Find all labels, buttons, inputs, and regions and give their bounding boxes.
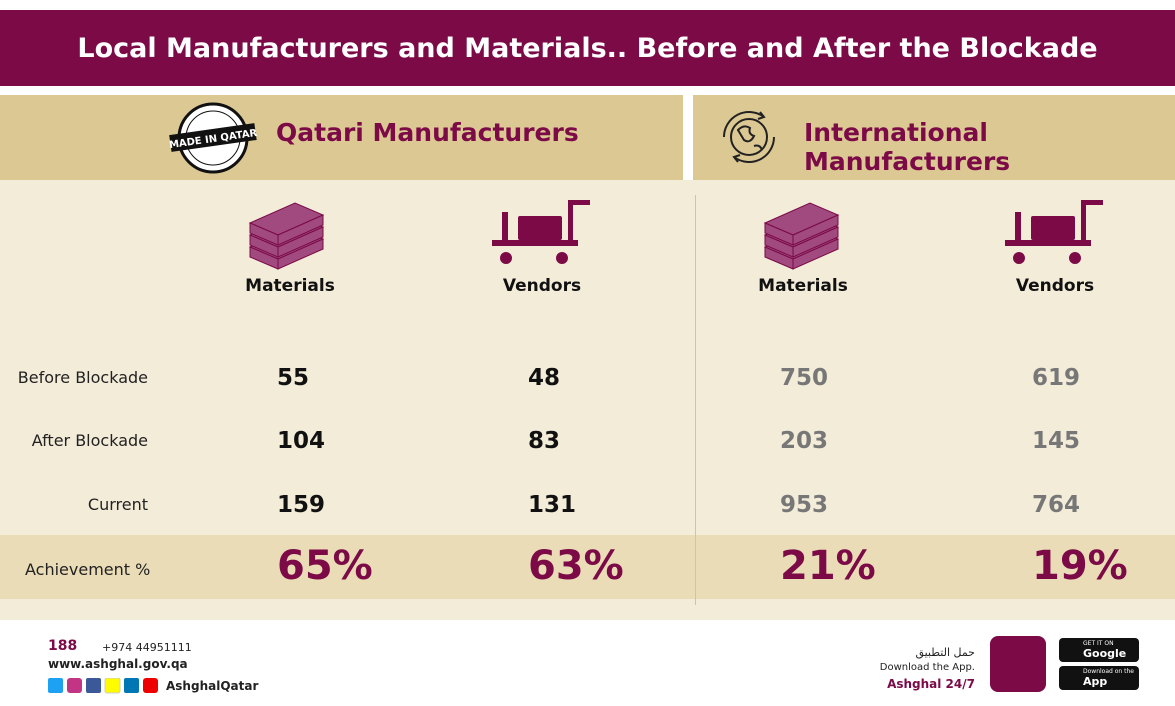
app-store-button[interactable]: Download on the App Store bbox=[1059, 666, 1139, 701]
achievement-row-background bbox=[0, 535, 1175, 599]
row-label: Current bbox=[87, 495, 148, 514]
row-label: Achievement % bbox=[25, 560, 151, 579]
store-caption: GET IT ON bbox=[1083, 640, 1114, 647]
achievement-value: 21% bbox=[780, 543, 876, 589]
title: Local Manufacturers and Materials.. Befo… bbox=[0, 10, 1175, 86]
app-logo bbox=[990, 636, 1046, 692]
website[interactable]: www.ashghal.gov.qa bbox=[48, 657, 188, 671]
table-cell: 953 bbox=[780, 492, 829, 518]
column-header: Vendors bbox=[1015, 276, 1095, 296]
globe-icon bbox=[723, 111, 775, 163]
app-name: Ashghal 24/7 bbox=[887, 677, 975, 691]
section-title: International Manufacturers bbox=[804, 118, 1011, 176]
table-cell: 203 bbox=[780, 428, 829, 454]
made-in-qatar-badge: MADE IN QATAR bbox=[168, 102, 258, 174]
app-download: Download the App. bbox=[879, 662, 975, 673]
table-cell: 750 bbox=[780, 365, 829, 391]
achievement-value: 65% bbox=[277, 543, 373, 589]
column-header: Materials bbox=[758, 276, 848, 296]
store-caption: Download on the bbox=[1083, 668, 1134, 675]
column-header: Vendors bbox=[502, 276, 582, 296]
section-title: Qatari Manufacturers bbox=[276, 118, 579, 147]
store-name: App Store bbox=[1083, 675, 1117, 701]
column-header: Materials bbox=[245, 276, 335, 296]
row-label: Before Blockade bbox=[17, 368, 148, 387]
row-label: After Blockade bbox=[31, 431, 148, 450]
table-cell: 131 bbox=[528, 492, 577, 518]
table-cell: 159 bbox=[277, 492, 326, 518]
hotline: 188 bbox=[48, 638, 78, 654]
table-cell: 104 bbox=[277, 428, 326, 454]
section-header bbox=[0, 95, 683, 180]
table-cell: 619 bbox=[1032, 365, 1081, 391]
table-cell: 145 bbox=[1032, 428, 1081, 454]
achievement-value: 19% bbox=[1032, 543, 1128, 589]
social-handle: AshghalQatar bbox=[166, 679, 259, 693]
app-arabic: حمل التطبيق bbox=[915, 646, 975, 659]
materials-icon bbox=[248, 202, 325, 270]
vendors-icon bbox=[1005, 200, 1103, 264]
achievement-value: 63% bbox=[528, 543, 624, 589]
table-cell: 48 bbox=[528, 365, 561, 391]
social-icons bbox=[48, 678, 158, 694]
phone: +974 44951111 bbox=[102, 641, 192, 654]
divider bbox=[695, 195, 696, 605]
vendors-icon bbox=[492, 200, 590, 264]
table-cell: 764 bbox=[1032, 492, 1081, 518]
table-cell: 83 bbox=[528, 428, 561, 454]
table-cell: 55 bbox=[277, 365, 310, 391]
materials-icon bbox=[763, 202, 840, 270]
